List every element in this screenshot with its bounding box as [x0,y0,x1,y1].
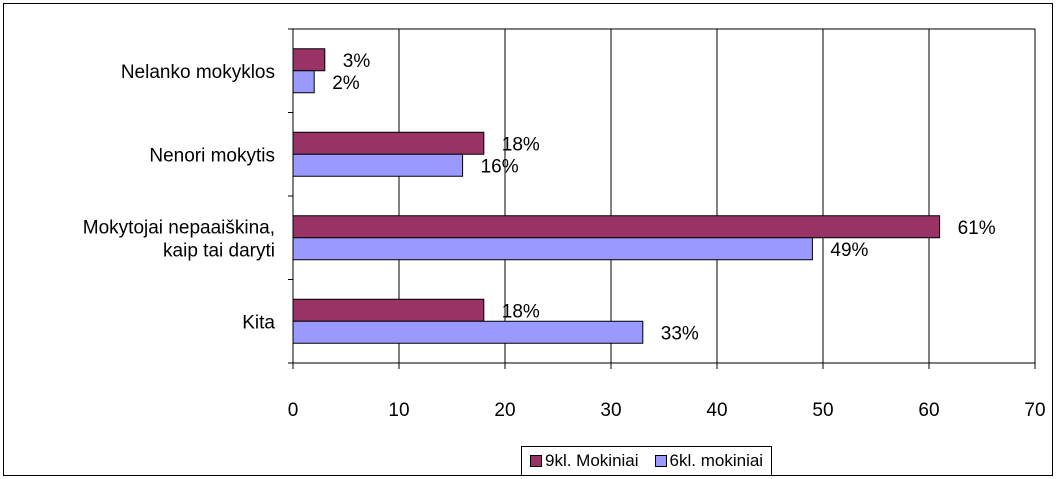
x-tick-label: 10 [388,400,409,421]
bar [292,131,485,155]
x-tick-label: 60 [918,400,939,421]
bar [292,215,941,239]
x-tick-label: 50 [812,400,833,421]
bar [292,237,813,261]
category-label: Mokytojai nepaaiškina, [83,217,275,238]
data-label: 16% [481,156,519,177]
x-tick-label: 0 [288,400,299,421]
category-label: Nenori mokytis [149,145,275,166]
data-label: 3% [343,51,371,72]
legend-label-9kl: 9kl. Mokiniai [545,451,639,470]
bar [292,320,644,344]
legend-swatch-9kl [530,455,542,467]
x-tick-label: 70 [1024,400,1045,421]
legend-label-6kl: 6kl. mokiniai [669,451,764,470]
legend-item-6kl: 6kl. mokiniai [654,451,764,471]
bar [292,48,326,72]
data-label: 18% [502,134,540,155]
x-tick-label: 20 [494,400,515,421]
data-label: 2% [332,73,360,94]
legend-swatch-6kl [654,455,667,467]
data-label: 33% [661,323,699,344]
category-label: Nelanko mokyklos [121,62,275,83]
x-tick-label: 40 [706,400,727,421]
legend: 9kl. Mokiniai 6kl. mokiniai [521,446,773,476]
data-label: 18% [502,301,540,322]
bar [292,153,464,177]
bar [292,298,485,322]
x-tick-label: 30 [600,400,621,421]
data-label: 49% [830,240,868,261]
data-label: 61% [958,218,996,239]
category-label: Kita [242,312,275,333]
bar [292,70,315,94]
legend-item-9kl: 9kl. Mokiniai [530,451,639,471]
category-label: kaip tai daryti [163,240,275,261]
